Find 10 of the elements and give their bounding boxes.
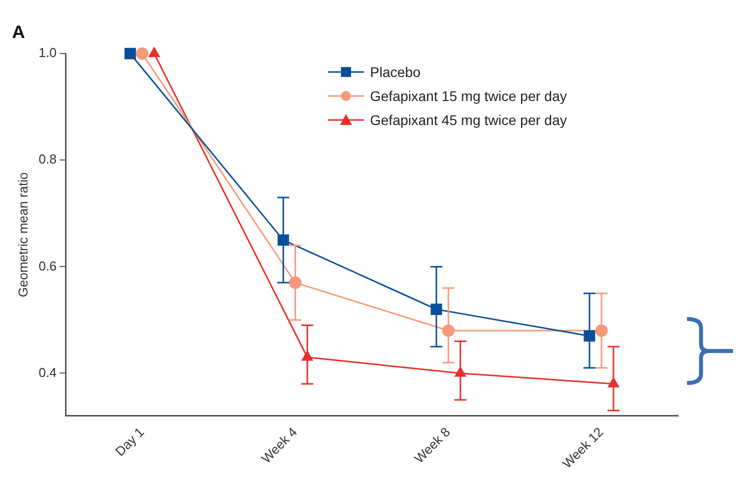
y-tick-label: 1.0 [38, 45, 57, 60]
y-tick-label: 0.4 [38, 364, 57, 380]
legend-label: Gefapixant 45 mg twice per day [370, 112, 567, 128]
y-axis-title: Geometric mean ratio [15, 172, 30, 298]
chart-title: A [12, 22, 25, 42]
y-tick-label: 0.6 [38, 258, 57, 274]
legend-label: Placebo [370, 64, 421, 80]
x-tick-label: Day 1 [112, 424, 147, 460]
legend-label: Gefapixant 15 mg twice per day [370, 88, 567, 104]
y-tick-label: 0.8 [38, 152, 57, 167]
